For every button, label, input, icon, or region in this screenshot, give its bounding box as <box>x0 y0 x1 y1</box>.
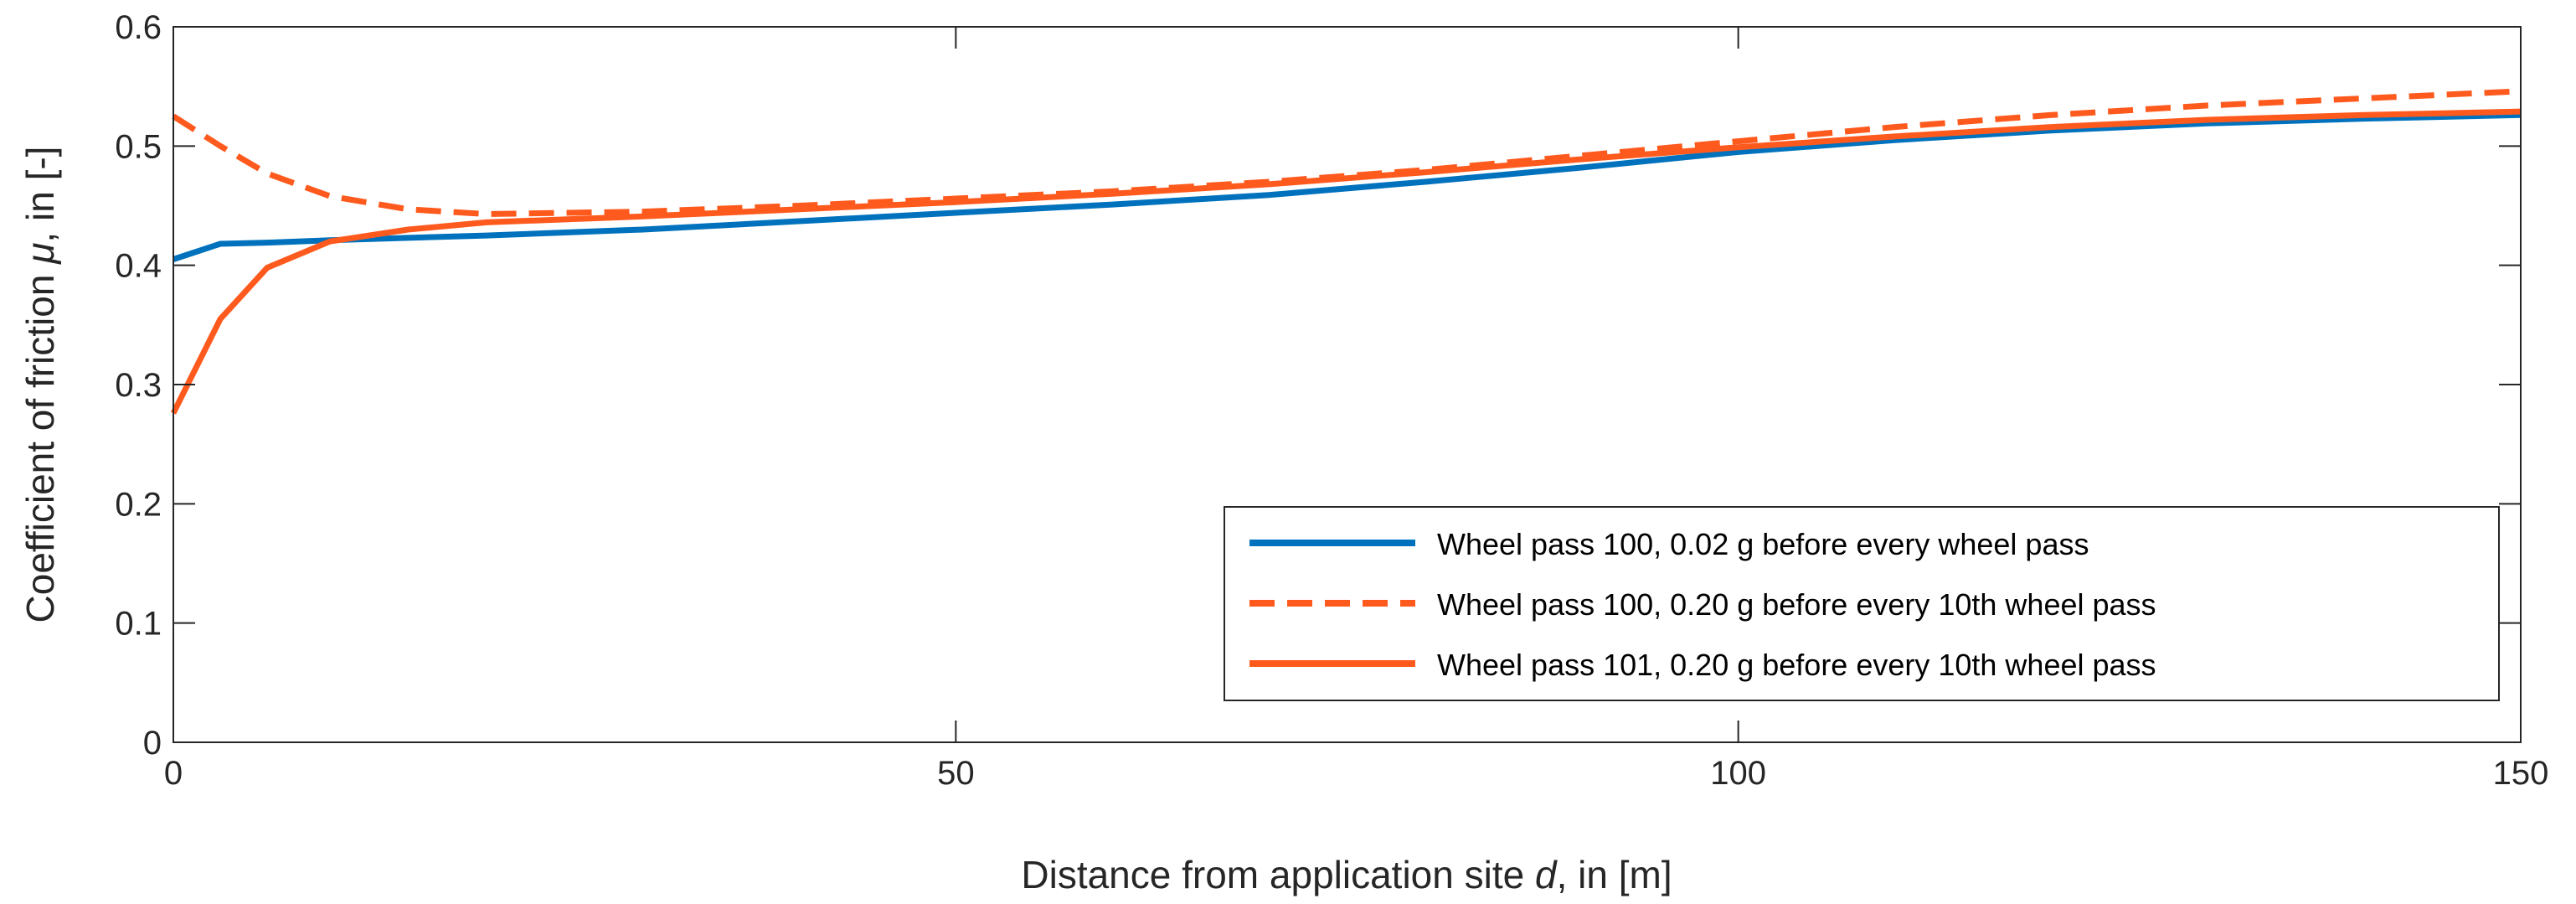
y-tick-label: 0.2 <box>115 486 162 523</box>
legend-box <box>1224 506 2500 701</box>
x-tick-label: 0 <box>164 755 183 792</box>
series-line-3 <box>170 108 2522 415</box>
y-tick-label: 0.5 <box>115 128 162 165</box>
y-tick-label: 0 <box>143 725 162 762</box>
y-axis-label: Coefficient of friction μ, in [-] <box>18 147 62 623</box>
legend-label-series-3: Wheel pass 101, 0.20 g before every 10th… <box>1437 648 2156 682</box>
series-layer <box>170 88 2522 415</box>
x-axis-label: Distance from application site d, in [m] <box>1021 853 1672 896</box>
legend: Wheel pass 100, 0.02 g before every whee… <box>1224 506 2500 701</box>
y-tick-label: 0.4 <box>115 248 162 285</box>
y-tick-label: 0.6 <box>115 9 162 46</box>
x-tick-label: 150 <box>2493 755 2549 792</box>
legend-label-series-2: Wheel pass 100, 0.20 g before every 10th… <box>1437 587 2156 622</box>
legend-label-series-1: Wheel pass 100, 0.02 g before every whee… <box>1437 527 2089 561</box>
axes-layer <box>173 26 2522 743</box>
x-tick-label: 50 <box>937 755 975 792</box>
y-tick-label: 0.1 <box>115 606 162 643</box>
x-tick-label: 100 <box>1710 755 1766 792</box>
y-tick-label: 0.3 <box>115 367 162 404</box>
tick-labels: 0 50 100 150 0 0.1 0.2 0.3 0.4 0.5 0.6 <box>115 9 2548 792</box>
